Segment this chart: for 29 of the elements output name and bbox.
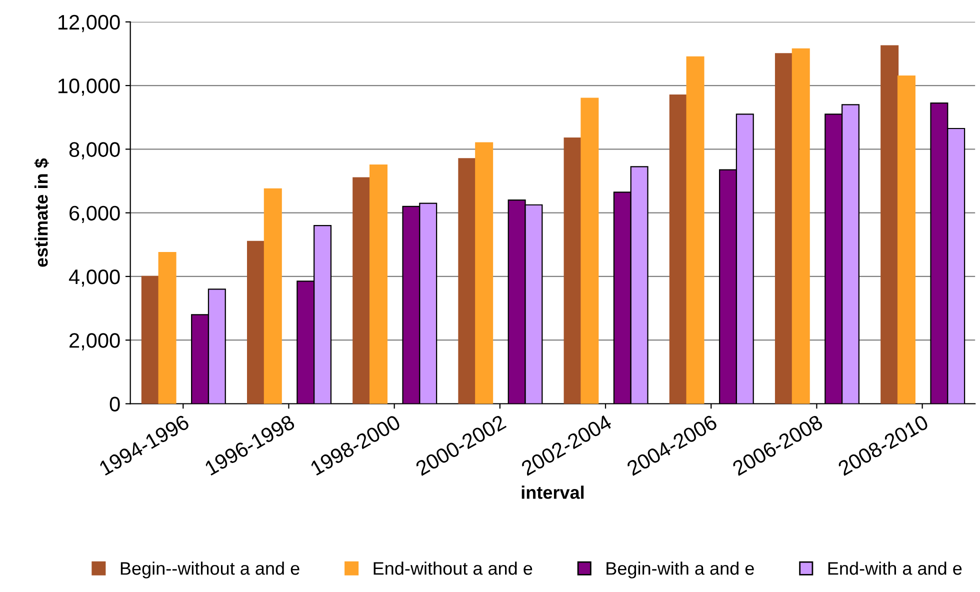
y-tick-label: 0 xyxy=(110,396,120,412)
y-tick-label: 10,000 xyxy=(58,78,120,96)
y-tick-label: 8,000 xyxy=(69,142,120,160)
bar xyxy=(141,276,160,404)
bar xyxy=(246,240,265,404)
bar xyxy=(158,252,176,404)
y-axis-title: estimate in $ xyxy=(34,158,49,267)
bar xyxy=(669,94,688,404)
bar xyxy=(564,137,582,404)
y-tick-label: 2,000 xyxy=(70,333,120,350)
bar xyxy=(264,188,282,404)
bar xyxy=(880,45,899,404)
y-tick-label: 6,000 xyxy=(70,206,120,224)
bar xyxy=(352,177,371,404)
bar xyxy=(458,158,476,404)
bar xyxy=(369,164,388,404)
bar xyxy=(580,98,599,404)
bar xyxy=(475,142,494,404)
legend-label: Begin-with a and e xyxy=(606,562,754,578)
bar xyxy=(897,75,916,404)
y-tick-label: 4,000 xyxy=(68,269,120,287)
bar xyxy=(792,48,810,404)
legend-label: End-with a and e xyxy=(828,562,962,575)
legend-label: End-without a and e xyxy=(374,562,532,575)
x-axis-title: interval xyxy=(522,486,584,499)
legend-label: Begin--without a and e xyxy=(120,562,300,578)
bar xyxy=(686,56,704,404)
bar xyxy=(774,53,793,404)
y-tick-label: 12,000 xyxy=(58,14,120,32)
